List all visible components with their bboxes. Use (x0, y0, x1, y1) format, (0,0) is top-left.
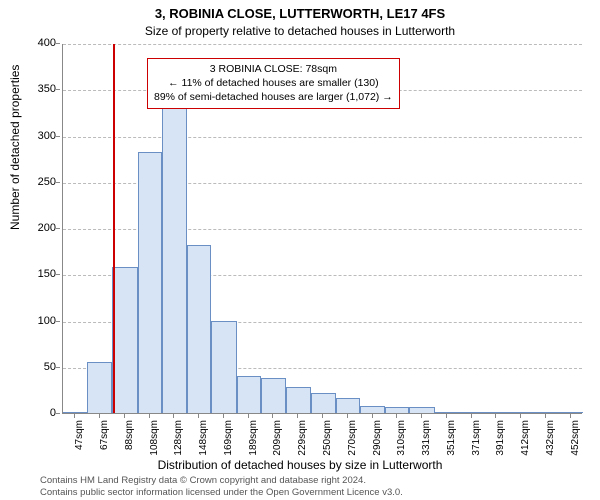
y-tick-label: 200 (28, 222, 56, 234)
x-tick-mark (223, 414, 224, 418)
footer-line1: Contains HM Land Registry data © Crown c… (40, 475, 580, 486)
x-tick-mark (74, 414, 75, 418)
reference-line (113, 44, 115, 413)
plot-area: 3 ROBINIA CLOSE: 78sqm← 11% of detached … (62, 44, 582, 414)
x-tick-mark (347, 414, 348, 418)
chart-container: 3, ROBINIA CLOSE, LUTTERWORTH, LE17 4FS … (0, 0, 600, 500)
chart-title-line2: Size of property relative to detached ho… (0, 24, 600, 38)
x-tick-mark (570, 414, 571, 418)
histogram-bar (435, 412, 459, 413)
x-tick-mark (322, 414, 323, 418)
histogram-bar (534, 412, 558, 413)
x-tick-mark (421, 414, 422, 418)
y-tick-label: 100 (28, 315, 56, 327)
x-tick-mark (272, 414, 273, 418)
footer: Contains HM Land Registry data © Crown c… (40, 475, 580, 498)
footer-line2: Contains public sector information licen… (40, 487, 580, 498)
y-tick-label: 250 (28, 176, 56, 188)
histogram-bar (360, 406, 384, 413)
y-tick-label: 150 (28, 268, 56, 280)
histogram-bar (409, 407, 435, 413)
histogram-bar (63, 412, 87, 413)
histogram-bar (187, 245, 211, 413)
x-tick-mark (124, 414, 125, 418)
y-tick-label: 350 (28, 83, 56, 95)
histogram-bar (385, 407, 409, 413)
chart-title-line1: 3, ROBINIA CLOSE, LUTTERWORTH, LE17 4FS (0, 6, 600, 21)
annotation-box: 3 ROBINIA CLOSE: 78sqm← 11% of detached … (147, 58, 400, 109)
x-tick-mark (372, 414, 373, 418)
x-tick-mark (173, 414, 174, 418)
histogram-bar (311, 393, 335, 413)
y-tick-label: 300 (28, 130, 56, 142)
y-axis-label: Number of detached properties (8, 65, 22, 230)
x-tick-mark (446, 414, 447, 418)
histogram-bar (510, 412, 534, 413)
histogram-bar (459, 412, 483, 413)
x-tick-mark (297, 414, 298, 418)
histogram-bar (336, 398, 360, 413)
gridline (63, 137, 582, 138)
x-tick-mark (149, 414, 150, 418)
histogram-bar (237, 376, 261, 413)
x-tick-mark (545, 414, 546, 418)
histogram-bar (286, 387, 312, 413)
x-tick-mark (495, 414, 496, 418)
histogram-bar (261, 378, 285, 413)
x-tick-mark (198, 414, 199, 418)
x-tick-mark (520, 414, 521, 418)
annotation-line: 89% of semi-detached houses are larger (… (154, 90, 393, 104)
histogram-bar (87, 362, 111, 413)
histogram-bar (211, 321, 237, 414)
histogram-bar (484, 412, 510, 413)
y-tick-label: 50 (28, 361, 56, 373)
histogram-bar (112, 267, 138, 413)
y-tick-label: 0 (28, 407, 56, 419)
x-tick-mark (99, 414, 100, 418)
gridline (63, 44, 582, 45)
histogram-bar (162, 99, 186, 414)
x-axis-label: Distribution of detached houses by size … (0, 458, 600, 472)
annotation-line: 3 ROBINIA CLOSE: 78sqm (154, 62, 393, 76)
x-tick-mark (248, 414, 249, 418)
annotation-line: ← 11% of detached houses are smaller (13… (154, 76, 393, 90)
y-tick-label: 400 (28, 37, 56, 49)
histogram-bar (138, 152, 162, 413)
x-tick-mark (471, 414, 472, 418)
x-tick-mark (396, 414, 397, 418)
histogram-bar (559, 412, 583, 413)
